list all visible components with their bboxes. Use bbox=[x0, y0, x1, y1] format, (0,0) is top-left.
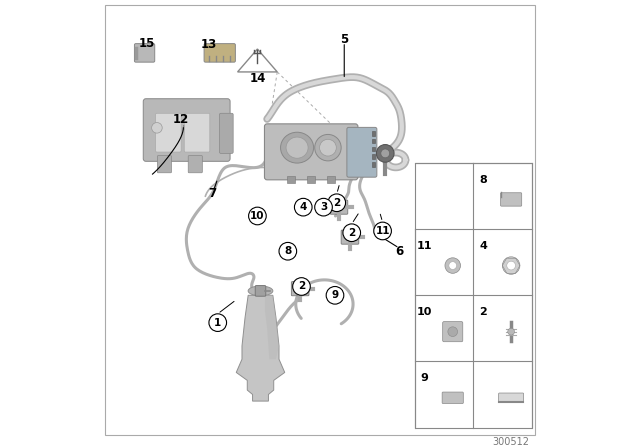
Text: 2: 2 bbox=[348, 228, 355, 238]
FancyBboxPatch shape bbox=[156, 113, 181, 152]
Circle shape bbox=[209, 314, 227, 332]
Text: 15: 15 bbox=[139, 37, 156, 50]
Circle shape bbox=[508, 328, 515, 335]
FancyBboxPatch shape bbox=[204, 43, 236, 62]
Bar bbox=[372, 131, 374, 136]
Bar bbox=[307, 177, 315, 183]
Bar bbox=[372, 162, 374, 167]
Ellipse shape bbox=[248, 286, 273, 296]
Text: 5: 5 bbox=[340, 33, 348, 46]
Circle shape bbox=[294, 198, 312, 216]
FancyBboxPatch shape bbox=[134, 43, 155, 62]
Bar bbox=[372, 155, 374, 159]
Circle shape bbox=[374, 222, 392, 240]
Text: 12: 12 bbox=[173, 112, 189, 125]
Text: 4: 4 bbox=[479, 241, 487, 251]
FancyBboxPatch shape bbox=[255, 286, 266, 296]
FancyBboxPatch shape bbox=[330, 200, 348, 214]
Circle shape bbox=[448, 327, 458, 336]
FancyBboxPatch shape bbox=[188, 155, 202, 173]
Circle shape bbox=[328, 194, 346, 211]
Circle shape bbox=[376, 145, 394, 162]
Circle shape bbox=[445, 258, 461, 273]
FancyBboxPatch shape bbox=[220, 113, 233, 153]
Circle shape bbox=[292, 278, 310, 295]
FancyBboxPatch shape bbox=[443, 322, 463, 342]
FancyBboxPatch shape bbox=[184, 113, 210, 152]
Text: 6: 6 bbox=[396, 245, 403, 258]
FancyBboxPatch shape bbox=[341, 230, 359, 244]
Polygon shape bbox=[236, 295, 285, 401]
FancyBboxPatch shape bbox=[157, 155, 172, 173]
Text: 1: 1 bbox=[214, 318, 221, 327]
FancyBboxPatch shape bbox=[442, 392, 463, 404]
Polygon shape bbox=[265, 295, 279, 359]
FancyBboxPatch shape bbox=[347, 127, 377, 177]
Circle shape bbox=[507, 261, 515, 270]
Circle shape bbox=[502, 257, 520, 274]
Text: 9: 9 bbox=[332, 290, 339, 300]
Text: 300512: 300512 bbox=[492, 437, 529, 447]
Polygon shape bbox=[237, 49, 277, 72]
Bar bbox=[372, 139, 374, 143]
Text: 10: 10 bbox=[250, 211, 265, 221]
Bar bbox=[415, 163, 532, 427]
Text: 11: 11 bbox=[417, 241, 433, 251]
FancyBboxPatch shape bbox=[500, 193, 522, 206]
Circle shape bbox=[315, 198, 332, 216]
Ellipse shape bbox=[319, 139, 336, 156]
Ellipse shape bbox=[286, 137, 308, 158]
Text: 4: 4 bbox=[300, 202, 307, 212]
Circle shape bbox=[152, 123, 162, 133]
Circle shape bbox=[248, 207, 266, 225]
FancyBboxPatch shape bbox=[264, 124, 358, 180]
Text: 14: 14 bbox=[249, 72, 266, 85]
FancyBboxPatch shape bbox=[499, 393, 524, 403]
Ellipse shape bbox=[280, 132, 314, 163]
Bar bbox=[372, 147, 374, 151]
Text: 3: 3 bbox=[320, 202, 327, 212]
FancyBboxPatch shape bbox=[291, 282, 309, 296]
Text: 10: 10 bbox=[417, 307, 433, 317]
Text: 8: 8 bbox=[284, 246, 291, 256]
Text: 2: 2 bbox=[298, 281, 305, 292]
Circle shape bbox=[279, 242, 296, 260]
Bar bbox=[287, 177, 295, 183]
Ellipse shape bbox=[315, 134, 341, 161]
Bar bbox=[326, 177, 335, 183]
Text: 9: 9 bbox=[420, 373, 429, 383]
Text: 7: 7 bbox=[208, 187, 216, 200]
Text: 11: 11 bbox=[375, 226, 390, 236]
Text: 13: 13 bbox=[201, 38, 217, 51]
FancyBboxPatch shape bbox=[143, 99, 230, 161]
Text: 2: 2 bbox=[479, 307, 487, 317]
Text: 8: 8 bbox=[479, 175, 487, 185]
Circle shape bbox=[326, 286, 344, 304]
Circle shape bbox=[381, 149, 390, 158]
Text: 2: 2 bbox=[333, 198, 340, 208]
Circle shape bbox=[343, 224, 360, 241]
Circle shape bbox=[449, 262, 456, 269]
